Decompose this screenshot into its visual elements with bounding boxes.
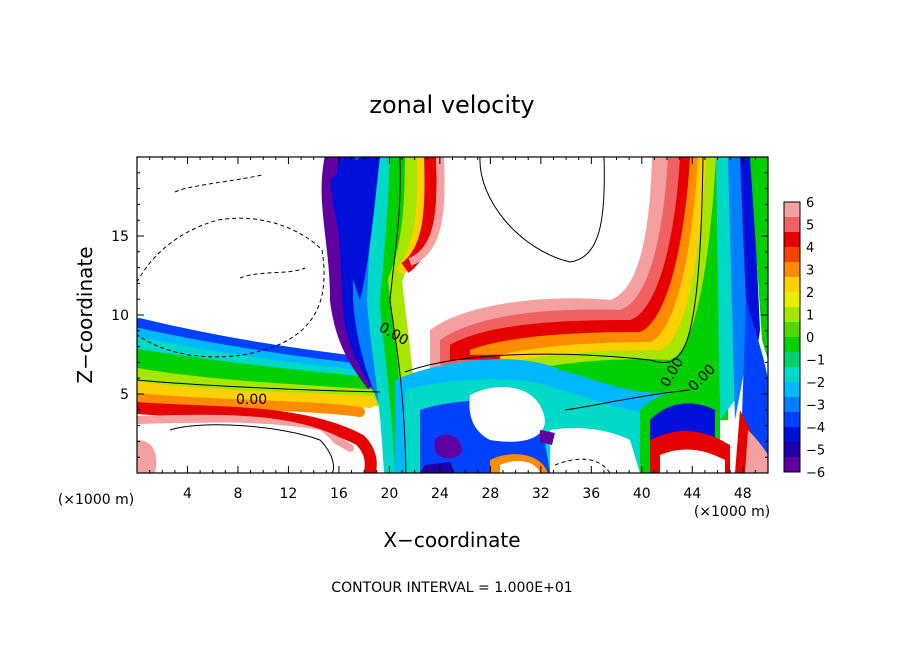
colorbar: 6 5 4 3 2 1 0 −1 −2 −3 −4 −5 −6 (783, 196, 825, 481)
colorbar-label-6: 0 (806, 331, 814, 346)
plot-area (137, 157, 768, 473)
colorbar-label-9: −3 (806, 399, 825, 414)
x-axis-title: X−coordinate (383, 528, 520, 552)
jet-band-lower-left (137, 318, 412, 473)
colorbar-swatch-8 (784, 322, 800, 338)
x-tick-label-5: 24 (431, 486, 449, 502)
x-tick-label-9: 40 (633, 486, 651, 502)
plume-cap (330, 157, 380, 300)
colorbar-frame (783, 201, 801, 473)
chart-title: zonal velocity (369, 91, 534, 119)
x-tick-label-10: 44 (683, 486, 701, 502)
colorbar-swatch-11 (784, 367, 800, 383)
x-unit-label: (×1000 m) (694, 504, 770, 520)
right-jet (430, 157, 768, 473)
y-axis-title: Z−coordinate (73, 246, 97, 383)
lower-cavity (395, 359, 730, 473)
colorbar-swatch-5 (784, 277, 800, 293)
colorbar-label-8: −2 (806, 376, 825, 391)
colorbar-label-0: 6 (806, 196, 814, 211)
colorbar-swatch-10 (784, 352, 800, 368)
y-unit-label: (×1000 m) (58, 492, 134, 508)
x-tick-label-6: 28 (481, 486, 499, 502)
y-tick-label-0: 5 (120, 387, 129, 403)
colorbar-swatch-16 (784, 442, 800, 458)
contour-lines (137, 157, 704, 473)
y-tick-label-2: 15 (111, 229, 129, 245)
red-edge-left (137, 440, 157, 473)
x-tick-label-3: 16 (330, 486, 348, 502)
colorbar-swatch-13 (784, 397, 800, 413)
colorbar-swatch-14 (784, 412, 800, 428)
x-tick-label-4: 20 (380, 486, 398, 502)
colorbar-label-1: 5 (806, 219, 814, 234)
colorbar-label-2: 4 (806, 241, 814, 256)
contour-interval-label: CONTOUR INTERVAL = 1.000E+01 (331, 580, 572, 596)
colorbar-label-10: −4 (806, 421, 825, 436)
colorbar-swatch-1 (784, 217, 800, 233)
contour-label-1: 0.00 (236, 392, 267, 408)
colorbar-label-3: 3 (806, 264, 814, 279)
x-tick-label-7: 32 (532, 486, 550, 502)
colorbar-label-11: −5 (806, 444, 825, 459)
colorbar-swatch-9 (784, 337, 800, 353)
colorbar-swatch-4 (784, 262, 800, 278)
colorbar-label-5: 1 (806, 309, 814, 324)
colorbar-swatch-7 (784, 307, 800, 323)
colorbar-label-4: 2 (806, 286, 814, 301)
y-tick-label-1: 10 (111, 308, 129, 324)
white-pocket-left (137, 422, 345, 473)
x-tick-label-0: 4 (183, 486, 192, 502)
x-tick-label-8: 36 (582, 486, 600, 502)
colorbar-swatch-15 (784, 427, 800, 443)
colorbar-swatch-17 (784, 457, 800, 473)
colorbar-swatch-2 (784, 232, 800, 248)
x-tick-label-2: 12 (280, 486, 298, 502)
colorbar-swatch-12 (784, 382, 800, 398)
colorbar-swatch-0 (784, 202, 800, 218)
colorbar-swatch-6 (784, 292, 800, 308)
x-tick-label-11: 48 (734, 486, 752, 502)
colorbar-label-7: −1 (806, 354, 825, 369)
x-tick-label-1: 8 (233, 486, 242, 502)
colorbar-label-12: −6 (806, 466, 825, 481)
colorbar-swatch-3 (784, 247, 800, 263)
